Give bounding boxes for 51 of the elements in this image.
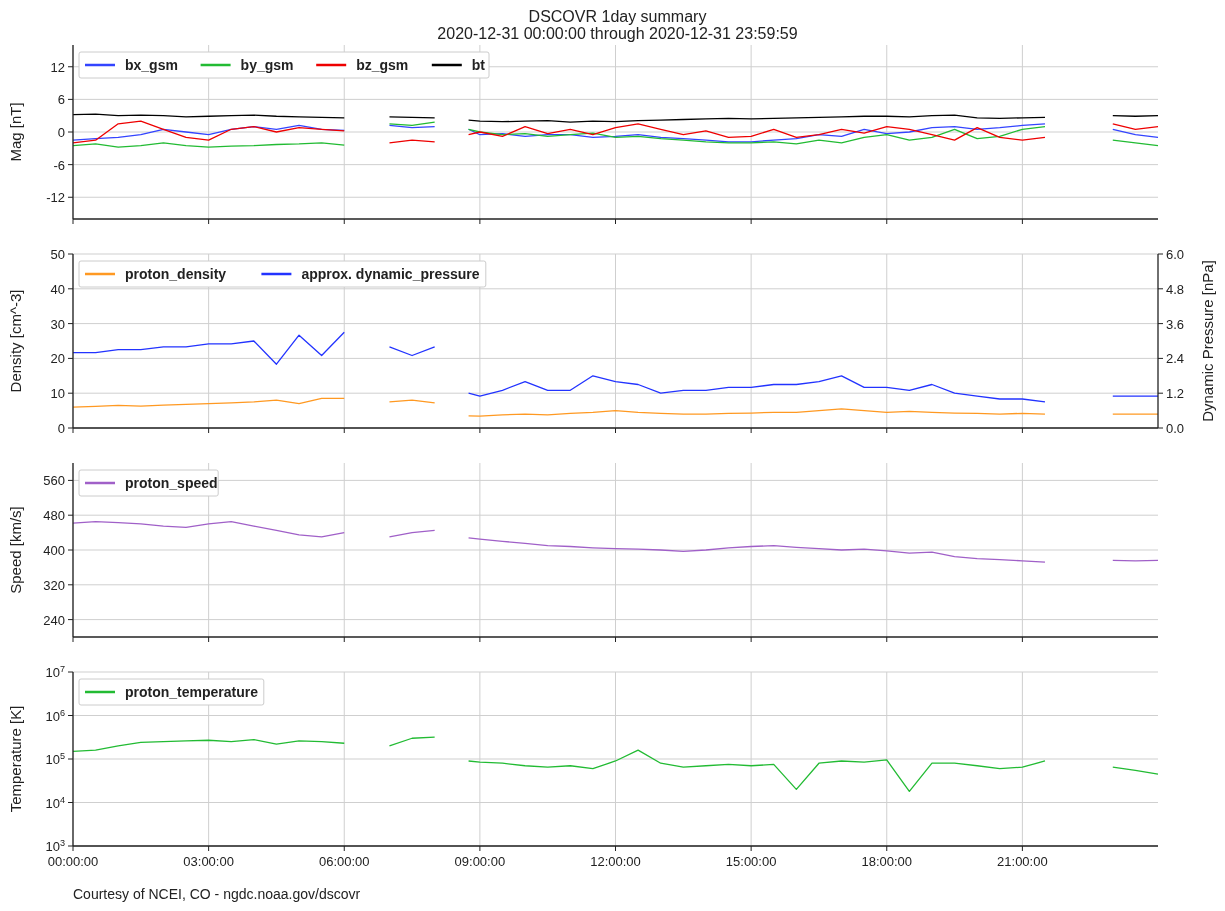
y-tick-label: 400 (43, 543, 65, 558)
y-tick-label: 10$^{4}$ (45, 794, 65, 811)
y2-tick-label: 1.2 (1166, 386, 1185, 402)
x-tick-label: 21:00:00 (997, 854, 1048, 869)
y-tick-label: 10$^{3}$ (45, 838, 65, 854)
legend-label: proton_speed (125, 475, 218, 491)
y-tick-label: 50 (50, 247, 65, 262)
y-tick-label: 10$^{5}$ (45, 751, 65, 767)
y-tick-label: 30 (50, 316, 65, 332)
y-axis-title: Density [cm^-3] (7, 289, 24, 393)
y-tick-label: 20 (50, 351, 65, 367)
legend-label: bx_gsm (125, 57, 178, 73)
y-tick-label: 12 (50, 59, 65, 75)
y2-tick-label: 2.4 (1166, 351, 1185, 367)
y-tick-label: 480 (43, 508, 65, 524)
x-tick-label: 03:00:00 (183, 854, 234, 869)
y-tick-label: 40 (50, 281, 65, 297)
y-tick-label: 560 (43, 473, 65, 489)
y-tick-label: 10$^{6}$ (45, 707, 65, 724)
y2-tick-label: 6.0 (1166, 247, 1185, 262)
y2-tick-label: 4.8 (1166, 281, 1185, 297)
y-axis-title: Speed [km/s] (7, 506, 24, 594)
y-tick-label: 10$^{7}$ (45, 664, 65, 680)
x-tick-label: 00:00:00 (47, 854, 99, 869)
legend-label: proton_density (125, 266, 227, 282)
x-tick-label: 06:00:00 (318, 854, 370, 869)
x-tick-label: 09:00:00 (454, 854, 506, 869)
x-tick-label: 12:00:00 (590, 854, 641, 869)
y2-tick-label: 0.0 (1166, 421, 1185, 436)
x-tick-label: 15:00:00 (725, 854, 777, 869)
y2-axis-title: Dynamic Pressure [nPa] (1199, 260, 1216, 422)
legend-label: proton_temperature (125, 684, 259, 700)
y-tick-label: 6 (57, 92, 65, 108)
y-tick-label: 0 (57, 421, 65, 436)
legend-label: bt (471, 57, 486, 73)
y-axis-title: Temperature [K] (7, 705, 24, 813)
chart-subtitle: 2020-12-31 00:00:00 through 2020-12-31 23:59:59 (437, 25, 798, 42)
y-tick-label: 240 (43, 612, 65, 628)
y2-tick-label: 3.6 (1166, 316, 1185, 332)
y-tick-label: 10 (50, 386, 65, 402)
legend-label: by_gsm (240, 57, 294, 73)
y-tick-label: -6 (53, 157, 65, 173)
x-tick-label: 18:00:00 (861, 854, 913, 869)
y-axis-title: Mag [nT] (7, 102, 24, 162)
y-tick-label: 0 (57, 125, 65, 140)
legend-label: bz_gsm (356, 57, 409, 73)
text: Courtesy of NCEI, CO - ngdc.noaa.gov/dscovr (73, 886, 361, 902)
legend-label: approx. dynamic_pressure (301, 266, 480, 282)
chart-title: DSCOVR 1day summary (528, 8, 707, 25)
y-tick-label: 320 (43, 577, 65, 593)
y-tick-label: -12 (46, 190, 65, 206)
